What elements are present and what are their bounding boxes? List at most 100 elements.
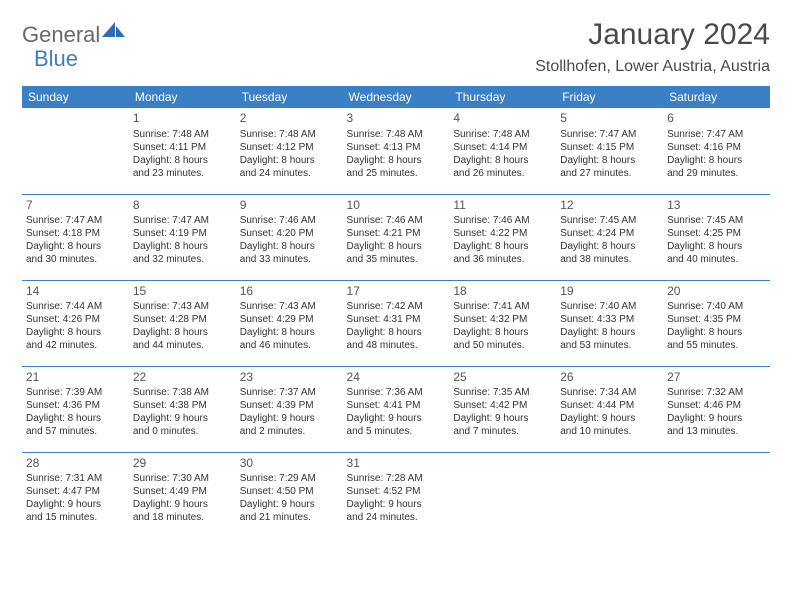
brand-text-blue-wrap: Blue — [35, 46, 78, 72]
day-info-line: and 18 minutes. — [133, 511, 232, 524]
day-info-line: Sunrise: 7:34 AM — [560, 386, 659, 399]
day-info-line: and 2 minutes. — [240, 425, 339, 438]
day-cell: 4Sunrise: 7:48 AMSunset: 4:14 PMDaylight… — [449, 108, 556, 194]
day-info-line: and 13 minutes. — [667, 425, 766, 438]
day-info-line: Sunrise: 7:46 AM — [453, 214, 552, 227]
day-cell: 6Sunrise: 7:47 AMSunset: 4:16 PMDaylight… — [663, 108, 770, 194]
day-info-line: Sunset: 4:46 PM — [667, 399, 766, 412]
calendar-body: 1Sunrise: 7:48 AMSunset: 4:11 PMDaylight… — [22, 108, 770, 538]
day-info-line: Sunrise: 7:45 AM — [560, 214, 659, 227]
day-info-line: Daylight: 9 hours — [26, 498, 125, 511]
day-info-line: Sunrise: 7:44 AM — [26, 300, 125, 313]
day-info-line: Sunset: 4:49 PM — [133, 485, 232, 498]
day-cell — [556, 452, 663, 538]
month-title: January 2024 — [535, 18, 770, 52]
day-cell: 17Sunrise: 7:42 AMSunset: 4:31 PMDayligh… — [343, 280, 450, 366]
day-number: 28 — [26, 456, 125, 472]
day-cell: 12Sunrise: 7:45 AMSunset: 4:24 PMDayligh… — [556, 194, 663, 280]
day-cell — [663, 452, 770, 538]
day-info-line: Sunset: 4:26 PM — [26, 313, 125, 326]
day-info-line: Sunrise: 7:35 AM — [453, 386, 552, 399]
day-info-line: Sunset: 4:14 PM — [453, 141, 552, 154]
day-cell: 29Sunrise: 7:30 AMSunset: 4:49 PMDayligh… — [129, 452, 236, 538]
day-cell: 20Sunrise: 7:40 AMSunset: 4:35 PMDayligh… — [663, 280, 770, 366]
week-row: 28Sunrise: 7:31 AMSunset: 4:47 PMDayligh… — [22, 452, 770, 538]
day-info-line: Daylight: 8 hours — [240, 240, 339, 253]
day-cell: 14Sunrise: 7:44 AMSunset: 4:26 PMDayligh… — [22, 280, 129, 366]
day-info-line: Sunset: 4:29 PM — [240, 313, 339, 326]
day-header: Monday — [129, 86, 236, 108]
day-info-line: Sunset: 4:33 PM — [560, 313, 659, 326]
day-number: 4 — [453, 111, 552, 127]
day-info-line: and 36 minutes. — [453, 253, 552, 266]
day-info-line: Daylight: 8 hours — [26, 240, 125, 253]
header: General January 2024 Stollhofen, Lower A… — [22, 18, 770, 76]
day-info-line: Sunrise: 7:47 AM — [560, 128, 659, 141]
day-info-line: Sunrise: 7:46 AM — [347, 214, 446, 227]
day-cell: 30Sunrise: 7:29 AMSunset: 4:50 PMDayligh… — [236, 452, 343, 538]
day-info-line: Sunrise: 7:38 AM — [133, 386, 232, 399]
day-cell: 21Sunrise: 7:39 AMSunset: 4:36 PMDayligh… — [22, 366, 129, 452]
day-cell: 3Sunrise: 7:48 AMSunset: 4:13 PMDaylight… — [343, 108, 450, 194]
day-cell: 7Sunrise: 7:47 AMSunset: 4:18 PMDaylight… — [22, 194, 129, 280]
day-info-line: Sunset: 4:19 PM — [133, 227, 232, 240]
day-info-line: and 57 minutes. — [26, 425, 125, 438]
day-number: 14 — [26, 284, 125, 300]
day-number: 25 — [453, 370, 552, 386]
day-info-line: Daylight: 8 hours — [453, 154, 552, 167]
day-info-line: and 55 minutes. — [667, 339, 766, 352]
day-info-line: and 25 minutes. — [347, 167, 446, 180]
day-info-line: and 24 minutes. — [347, 511, 446, 524]
day-info-line: and 15 minutes. — [26, 511, 125, 524]
day-cell: 10Sunrise: 7:46 AMSunset: 4:21 PMDayligh… — [343, 194, 450, 280]
day-number: 16 — [240, 284, 339, 300]
day-cell: 13Sunrise: 7:45 AMSunset: 4:25 PMDayligh… — [663, 194, 770, 280]
day-info-line: Sunrise: 7:47 AM — [133, 214, 232, 227]
day-info-line: Sunrise: 7:42 AM — [347, 300, 446, 313]
day-cell: 15Sunrise: 7:43 AMSunset: 4:28 PMDayligh… — [129, 280, 236, 366]
day-number: 31 — [347, 456, 446, 472]
day-info-line: and 40 minutes. — [667, 253, 766, 266]
day-cell: 8Sunrise: 7:47 AMSunset: 4:19 PMDaylight… — [129, 194, 236, 280]
day-number: 5 — [560, 111, 659, 127]
title-block: January 2024 Stollhofen, Lower Austria, … — [535, 18, 770, 76]
day-info-line: and 5 minutes. — [347, 425, 446, 438]
day-cell: 11Sunrise: 7:46 AMSunset: 4:22 PMDayligh… — [449, 194, 556, 280]
day-info-line: Sunrise: 7:29 AM — [240, 472, 339, 485]
day-info-line: and 7 minutes. — [453, 425, 552, 438]
day-cell: 24Sunrise: 7:36 AMSunset: 4:41 PMDayligh… — [343, 366, 450, 452]
day-info-line: and 50 minutes. — [453, 339, 552, 352]
day-info-line: Sunset: 4:39 PM — [240, 399, 339, 412]
day-info-line: Sunset: 4:36 PM — [26, 399, 125, 412]
day-info-line: Sunrise: 7:45 AM — [667, 214, 766, 227]
day-info-line: Sunrise: 7:47 AM — [667, 128, 766, 141]
day-cell: 23Sunrise: 7:37 AMSunset: 4:39 PMDayligh… — [236, 366, 343, 452]
day-info-line: Sunrise: 7:46 AM — [240, 214, 339, 227]
day-info-line: Sunset: 4:24 PM — [560, 227, 659, 240]
day-info-line: Sunrise: 7:39 AM — [26, 386, 125, 399]
day-info-line: Daylight: 9 hours — [133, 412, 232, 425]
day-info-line: Daylight: 9 hours — [133, 498, 232, 511]
day-info-line: Sunset: 4:41 PM — [347, 399, 446, 412]
day-info-line: Sunrise: 7:40 AM — [667, 300, 766, 313]
day-info-line: and 21 minutes. — [240, 511, 339, 524]
day-info-line: Daylight: 8 hours — [453, 240, 552, 253]
day-info-line: Sunrise: 7:48 AM — [133, 128, 232, 141]
day-info-line: and 0 minutes. — [133, 425, 232, 438]
day-number: 2 — [240, 111, 339, 127]
day-cell: 18Sunrise: 7:41 AMSunset: 4:32 PMDayligh… — [449, 280, 556, 366]
day-info-line: Sunrise: 7:36 AM — [347, 386, 446, 399]
day-info-line: Sunrise: 7:48 AM — [240, 128, 339, 141]
day-info-line: Sunset: 4:16 PM — [667, 141, 766, 154]
day-info-line: Daylight: 8 hours — [133, 154, 232, 167]
day-number: 22 — [133, 370, 232, 386]
day-cell: 28Sunrise: 7:31 AMSunset: 4:47 PMDayligh… — [22, 452, 129, 538]
day-number: 6 — [667, 111, 766, 127]
day-info-line: and 53 minutes. — [560, 339, 659, 352]
day-cell: 22Sunrise: 7:38 AMSunset: 4:38 PMDayligh… — [129, 366, 236, 452]
day-info-line: Sunrise: 7:40 AM — [560, 300, 659, 313]
day-header: Friday — [556, 86, 663, 108]
day-info-line: Daylight: 8 hours — [560, 326, 659, 339]
week-row: 14Sunrise: 7:44 AMSunset: 4:26 PM Dayligh… — [22, 280, 770, 366]
brand-logo: General — [22, 22, 126, 48]
